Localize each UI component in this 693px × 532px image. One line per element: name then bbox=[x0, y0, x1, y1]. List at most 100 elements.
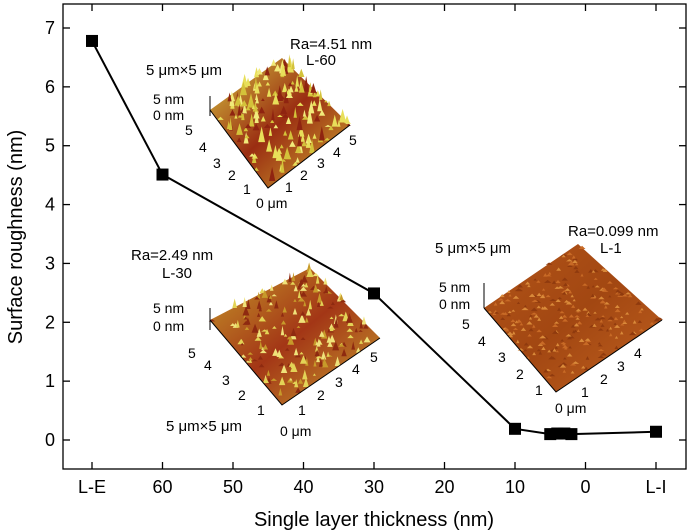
afm-peak bbox=[234, 95, 242, 106]
afm-peak bbox=[502, 312, 508, 315]
afm-peak bbox=[582, 341, 590, 346]
afm-peak bbox=[297, 378, 304, 384]
afm-peak bbox=[244, 326, 250, 330]
afm-peak bbox=[271, 108, 275, 121]
afm-peak bbox=[257, 81, 262, 87]
afm-peak bbox=[561, 314, 568, 318]
afm-peak bbox=[571, 255, 576, 259]
afm-peak bbox=[622, 321, 628, 324]
afm-peak bbox=[559, 364, 567, 368]
afm-peak bbox=[301, 275, 308, 283]
afm-peak bbox=[290, 328, 297, 337]
afm-peak bbox=[255, 93, 259, 101]
afm-peak bbox=[612, 287, 619, 290]
afm-peak bbox=[601, 287, 607, 290]
afm-peak bbox=[605, 328, 610, 332]
y-tick-label: 3 bbox=[45, 253, 55, 273]
inset-tick-4-l60: 4 bbox=[199, 139, 207, 155]
afm-peak bbox=[261, 289, 268, 298]
afm-peak bbox=[304, 282, 309, 288]
afm-peak bbox=[294, 84, 299, 92]
inset-rtick-1-l60: 1 bbox=[285, 179, 293, 195]
afm-peak bbox=[252, 101, 258, 112]
data-point bbox=[509, 422, 521, 435]
afm-peak bbox=[541, 306, 549, 310]
afm-peak bbox=[560, 342, 567, 345]
afm-peak bbox=[625, 311, 630, 315]
afm-peak bbox=[601, 315, 605, 318]
afm-peak bbox=[315, 355, 323, 359]
afm-peak bbox=[296, 115, 303, 131]
afm-peak bbox=[602, 268, 608, 273]
afm-peak bbox=[318, 89, 323, 100]
afm-peak bbox=[487, 310, 492, 313]
afm-peak bbox=[305, 308, 312, 316]
afm-peak bbox=[523, 304, 527, 308]
afm-peak bbox=[254, 82, 260, 94]
afm-peak bbox=[541, 288, 546, 291]
inset-rtick-1-l1: 1 bbox=[581, 384, 589, 400]
afm-peak bbox=[608, 295, 612, 298]
afm-peak bbox=[604, 305, 608, 309]
afm-peak bbox=[249, 113, 255, 127]
afm-peak bbox=[324, 285, 329, 294]
afm-peak bbox=[599, 319, 603, 323]
afm-peak bbox=[310, 82, 317, 93]
inset-tick-1-l30: 1 bbox=[257, 402, 265, 418]
inset-tick-2-l30: 2 bbox=[238, 387, 246, 403]
afm-peak bbox=[291, 272, 296, 281]
afm-peak bbox=[572, 257, 579, 261]
inset-tick-2-l1: 2 bbox=[516, 366, 524, 382]
afm-peak bbox=[271, 59, 277, 66]
y-axis-label: Surface roughness (nm) bbox=[5, 130, 27, 345]
afm-peak bbox=[259, 349, 267, 354]
afm-peak bbox=[295, 157, 300, 163]
afm-peak bbox=[302, 377, 310, 387]
afm-peak bbox=[294, 379, 299, 388]
afm-peak bbox=[507, 310, 512, 313]
afm-peak bbox=[259, 288, 266, 294]
afm-peak bbox=[232, 298, 238, 309]
afm-peak bbox=[525, 281, 531, 285]
afm-peak bbox=[316, 301, 321, 307]
afm-peak bbox=[272, 144, 279, 159]
afm-peak bbox=[499, 300, 506, 305]
afm-peak bbox=[288, 361, 295, 367]
afm-peak bbox=[539, 341, 546, 345]
afm-peak bbox=[564, 288, 571, 291]
afm-peak bbox=[576, 321, 583, 325]
afm-peak bbox=[292, 161, 299, 166]
inset-tick-0-l60: 0 μm bbox=[256, 195, 287, 211]
afm-peak bbox=[289, 140, 296, 147]
inset-tick-2-l60: 2 bbox=[228, 167, 236, 183]
afm-peak bbox=[273, 124, 279, 129]
afm-peak bbox=[620, 323, 625, 326]
afm-peak bbox=[576, 329, 580, 333]
afm-peak bbox=[262, 377, 270, 384]
afm-peak bbox=[593, 277, 598, 280]
afm-peak bbox=[301, 283, 306, 287]
afm-peak bbox=[568, 290, 572, 294]
afm-peak bbox=[294, 353, 302, 358]
afm-peak bbox=[592, 323, 597, 327]
inset-right-ticks-l30: 0 μm 1 2 3 4 5 bbox=[280, 349, 378, 439]
afm-peak bbox=[305, 140, 309, 144]
afm-peak bbox=[531, 299, 539, 303]
afm-peak bbox=[263, 123, 271, 128]
x-axis-label: Single layer thickness (nm) bbox=[254, 509, 494, 531]
afm-peak bbox=[309, 138, 315, 154]
inset-tick-5-l60: 5 bbox=[185, 122, 193, 138]
afm-peak bbox=[582, 307, 588, 311]
inset-tick-5-l30: 5 bbox=[188, 345, 196, 361]
afm-peak bbox=[299, 351, 304, 355]
afm-peak bbox=[280, 364, 288, 374]
inset-right-ticks-l1: 0 μm 1 2 3 4 bbox=[555, 345, 642, 416]
afm-peak bbox=[507, 290, 511, 293]
afm-peak bbox=[566, 252, 573, 256]
afm-peak bbox=[574, 269, 580, 273]
afm-peak bbox=[288, 272, 292, 282]
inset-scan-size-l1: 5 μm×5 μm bbox=[435, 240, 511, 257]
afm-peak bbox=[333, 317, 339, 328]
afm-peak bbox=[573, 265, 579, 270]
afm-peak bbox=[361, 316, 367, 325]
